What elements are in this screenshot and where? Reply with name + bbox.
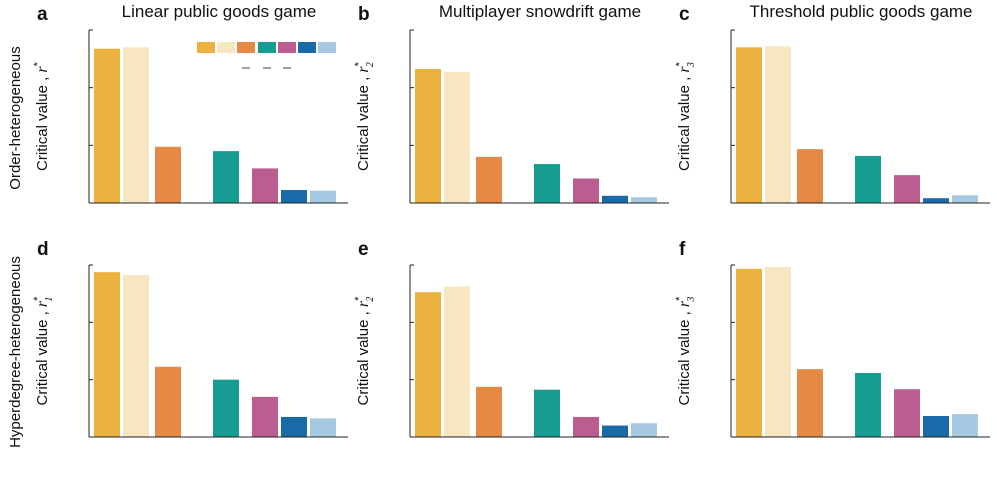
panel-b: Critical value , r*2 b Multiplayer snowdri…	[353, 2, 669, 204]
bar-f-2	[765, 266, 791, 437]
bar-b-1	[415, 68, 441, 203]
legend-swatch-6	[298, 42, 316, 53]
bar-e-3	[476, 386, 502, 437]
y-axis-label-sup: *	[32, 61, 44, 66]
bar-a-6	[281, 190, 307, 203]
bar-d-6	[281, 416, 307, 437]
legend-swatch-5	[278, 42, 296, 53]
bar-e-6	[602, 425, 628, 437]
row-label-order-heterogeneous: Order-heterogeneous	[7, 46, 24, 189]
y-axis-label-sup: *	[674, 296, 686, 301]
panel-letter-c: c	[679, 4, 690, 25]
bar-d-1	[94, 272, 120, 437]
bar-b-7	[631, 197, 657, 203]
bar-f-1	[736, 268, 762, 437]
row-label-hyperdegree-heterogeneous: Hyperdegree-heterogeneous	[7, 256, 24, 448]
bar-c-2	[765, 46, 791, 203]
bar-a-5	[252, 168, 278, 203]
panel-letter-f: f	[679, 239, 686, 260]
y-axis-label-sup: *	[674, 61, 686, 66]
y-axis-label-sub: 1	[44, 297, 55, 302]
panel-e: Critical value , r*2 e	[353, 239, 669, 438]
bar-d-4	[213, 379, 239, 437]
panels: Critical value , r*a Linear public goods …	[32, 2, 990, 438]
bar-c-5	[894, 175, 920, 203]
y-axis-label-text: Critical value ,	[34, 307, 51, 405]
y-axis-label: Critical value , r*2	[353, 296, 376, 406]
bar-a-1	[94, 48, 120, 203]
legend-swatch-1	[197, 42, 215, 53]
y-axis-label: Critical value , r*3	[674, 61, 697, 171]
panel-f: Critical value , r*3 f	[674, 239, 990, 438]
bar-a-4	[213, 151, 239, 203]
bar-b-5	[573, 178, 599, 203]
legend	[197, 42, 336, 69]
bar-b-3	[476, 156, 502, 203]
bar-f-7	[952, 414, 978, 437]
bar-f-6	[923, 415, 949, 437]
panel-title-a: Linear public goods game	[122, 2, 317, 21]
panel-c: Critical value , r*3 c Threshold public go…	[674, 2, 990, 204]
bar-c-6	[923, 198, 949, 203]
bar-f-4	[855, 372, 881, 437]
y-axis-label-sup: *	[353, 61, 365, 66]
bar-d-2	[123, 275, 149, 437]
y-axis-label: Critical value , r*3	[674, 296, 697, 406]
bar-d-7	[310, 418, 336, 437]
y-axis-label-sub: 3	[686, 297, 697, 303]
y-axis-label-sub: 2	[365, 62, 376, 67]
y-axis-label: Critical value , r*2	[353, 61, 376, 171]
bar-d-5	[252, 396, 278, 437]
bar-a-7	[310, 190, 336, 203]
y-axis-label-text: Critical value ,	[34, 73, 51, 171]
panel-d: Critical value , r*1 d	[32, 239, 348, 438]
bar-c-1	[736, 47, 762, 203]
panel-letter-b: b	[358, 4, 370, 25]
bar-e-7	[631, 423, 657, 437]
panel-letter-e: e	[358, 239, 369, 260]
legend-swatch-3	[237, 42, 255, 53]
bar-a-2	[123, 47, 149, 203]
bar-a-3	[155, 146, 181, 203]
y-axis-label-text: Critical value ,	[355, 73, 372, 171]
bar-e-2	[444, 286, 470, 437]
y-axis-label-text: Critical value ,	[676, 307, 693, 405]
bar-c-7	[952, 195, 978, 203]
bar-d-3	[155, 366, 181, 437]
y-axis-label-sup: *	[32, 296, 44, 301]
y-axis-label: Critical value , r*1	[32, 296, 55, 406]
bar-f-5	[894, 389, 920, 437]
y-axis-label-symbol: r	[355, 300, 372, 307]
y-axis-label-sub: 2	[365, 297, 376, 302]
y-axis-label: Critical value , r*	[32, 61, 51, 171]
bar-c-3	[797, 149, 823, 203]
legend-swatch-2	[217, 42, 235, 53]
legend-swatch-7	[318, 42, 336, 53]
y-axis-label-symbol: r	[355, 66, 372, 73]
y-axis-label-symbol: r	[676, 66, 693, 73]
panel-title-c: Threshold public goods game	[749, 2, 972, 21]
bar-b-4	[534, 164, 560, 203]
y-axis-label-sup: *	[353, 296, 365, 301]
bar-e-4	[534, 389, 560, 437]
bar-e-1	[415, 292, 441, 437]
panel-a: Critical value , r* a Linear public goods …	[32, 2, 348, 204]
bar-c-4	[855, 155, 881, 203]
y-axis-label-symbol: r	[34, 300, 51, 307]
bar-f-3	[797, 369, 823, 437]
y-axis-label-sub: 3	[686, 62, 697, 68]
y-axis-label-symbol: r	[676, 300, 693, 307]
y-axis-label-text: Critical value ,	[355, 307, 372, 405]
panel-letter-d: d	[37, 239, 49, 260]
y-axis-label-text: Critical value ,	[676, 73, 693, 171]
panel-title-b: Multiplayer snowdrift game	[439, 2, 641, 21]
bar-b-6	[602, 195, 628, 203]
legend-swatch-4	[258, 42, 276, 53]
y-axis-label-symbol: r	[34, 66, 51, 73]
panel-letter-a: a	[37, 4, 48, 25]
bar-b-2	[444, 71, 470, 203]
bar-e-5	[573, 416, 599, 437]
